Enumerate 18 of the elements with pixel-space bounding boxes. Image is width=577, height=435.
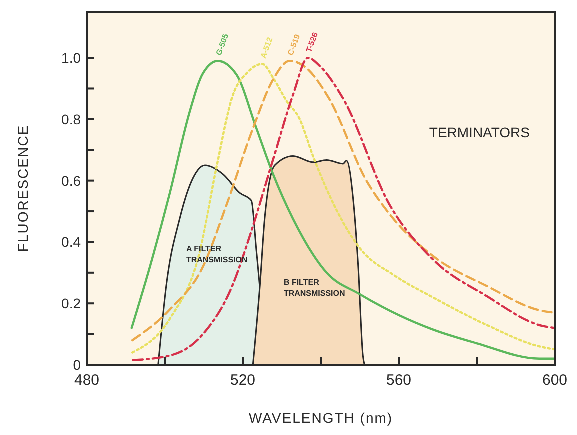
x-axis-title: WAVELENGTH (nm): [248, 410, 394, 426]
x-tick-label: 560: [386, 372, 412, 389]
y-tick-label: 1.0: [62, 50, 82, 66]
y-axis-title: FLUORESCENCE: [15, 124, 31, 252]
text: G-505: [214, 32, 231, 57]
y-tick-label: 0: [73, 357, 82, 373]
y-tick-label: 0.8: [62, 111, 82, 128]
annotation: TERMINATORS: [429, 124, 530, 140]
x-tick-label: 600: [542, 372, 568, 389]
x-tick-label: 520: [230, 372, 256, 389]
text: C-519: [286, 32, 302, 57]
text: T-526: [304, 30, 320, 54]
y-tick-label: 0.6: [62, 172, 82, 189]
y-tick-label: 0.4: [62, 234, 82, 250]
x-tick-label: 480: [74, 372, 100, 389]
annotation: B FILTER TRANSMISSION: [284, 278, 346, 298]
y-tick-label: 0.2: [62, 296, 82, 312]
text: A-512: [258, 36, 276, 60]
